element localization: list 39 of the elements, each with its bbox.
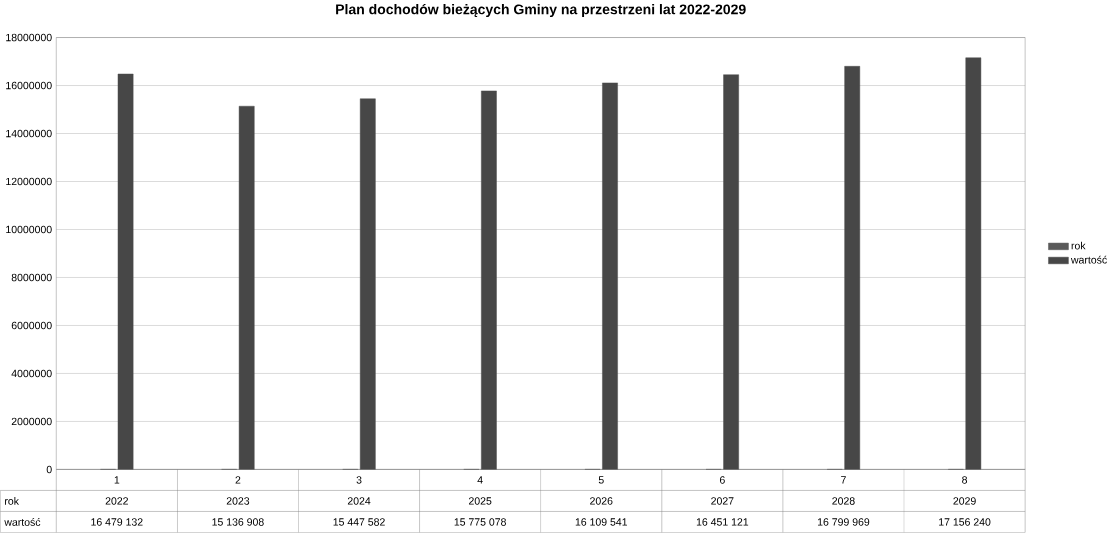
x-tick-label: 2 <box>235 476 241 484</box>
y-tick-label: 14000000 <box>6 129 52 138</box>
y-tick-label: 18000000 <box>6 33 52 42</box>
text: rok <box>5 497 19 505</box>
y-tick-label: 2000000 <box>11 417 52 426</box>
x-tick-label: 7 <box>841 476 846 484</box>
data-label: 15 136 908 <box>212 518 264 526</box>
data-label: 2029 <box>953 497 976 505</box>
chart-title: Plan dochodów bieżących Gminy na przestrzeni lat 2022-2029 <box>336 4 746 18</box>
x-tick-label: 5 <box>598 476 604 484</box>
data-label: 2025 <box>468 497 492 505</box>
text: wartość <box>4 518 41 527</box>
data-label: 2024 <box>347 497 371 505</box>
y-tick-label: 8000000 <box>11 273 52 282</box>
data-label: 17 156 240 <box>939 518 991 526</box>
data-label: 2023 <box>226 497 250 505</box>
x-tick-label: 4 <box>477 476 483 484</box>
x-tick-label: 6 <box>719 476 725 484</box>
x-tick-label: 1 <box>114 476 120 484</box>
y-tick-label: 12000000 <box>6 177 52 186</box>
data-label: 16 479 132 <box>91 518 143 526</box>
data-label: 16 451 121 <box>696 518 749 526</box>
legend-label: wartość <box>1070 255 1107 264</box>
data-label: 2022 <box>105 497 128 505</box>
y-tick-label: 0 <box>46 465 52 474</box>
data-label: 16 109 541 <box>575 518 628 526</box>
y-tick-label: 6000000 <box>11 321 52 330</box>
data-label: 15 447 582 <box>333 518 385 526</box>
data-label: 2026 <box>590 497 613 505</box>
y-tick-label: 16000000 <box>6 81 52 90</box>
data-label: 2027 <box>711 497 734 505</box>
legend-label: rok <box>1071 241 1086 250</box>
data-label: 2028 <box>832 497 855 505</box>
data-label: 16 799 969 <box>817 518 870 526</box>
y-tick-label: 4000000 <box>11 369 52 378</box>
y-tick-label: 10000000 <box>6 225 52 234</box>
data-label: 15 775 078 <box>454 518 506 526</box>
x-tick-label: 3 <box>356 476 362 484</box>
x-tick-label: 8 <box>962 476 968 484</box>
